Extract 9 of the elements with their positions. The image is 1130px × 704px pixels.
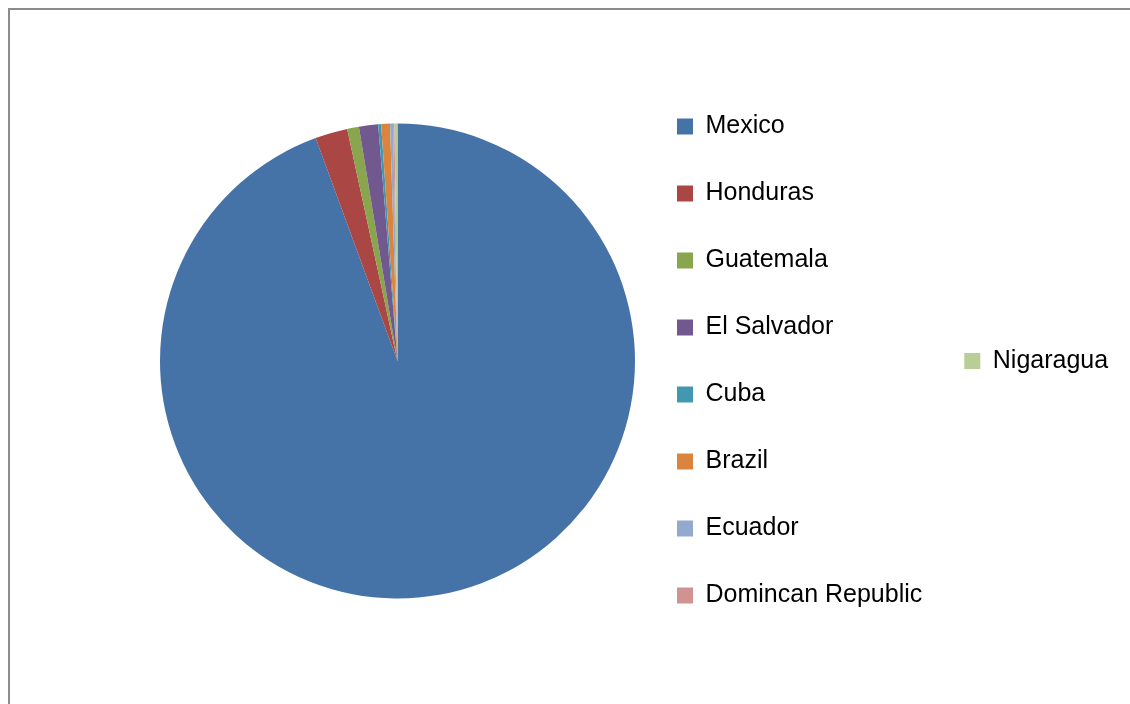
legend-label: Nigaragua	[992, 344, 1109, 373]
legend-label: Mexico	[705, 110, 785, 139]
legend-label: Ecuador	[705, 512, 799, 541]
legend-label: Cuba	[705, 378, 766, 407]
legend-label: El Salvador	[705, 311, 834, 340]
legend-label: Domincan Republic	[705, 579, 923, 608]
legend-label: Guatemala	[705, 244, 828, 273]
legend-label: Honduras	[705, 177, 814, 206]
legend-label: Brazil	[705, 445, 769, 474]
